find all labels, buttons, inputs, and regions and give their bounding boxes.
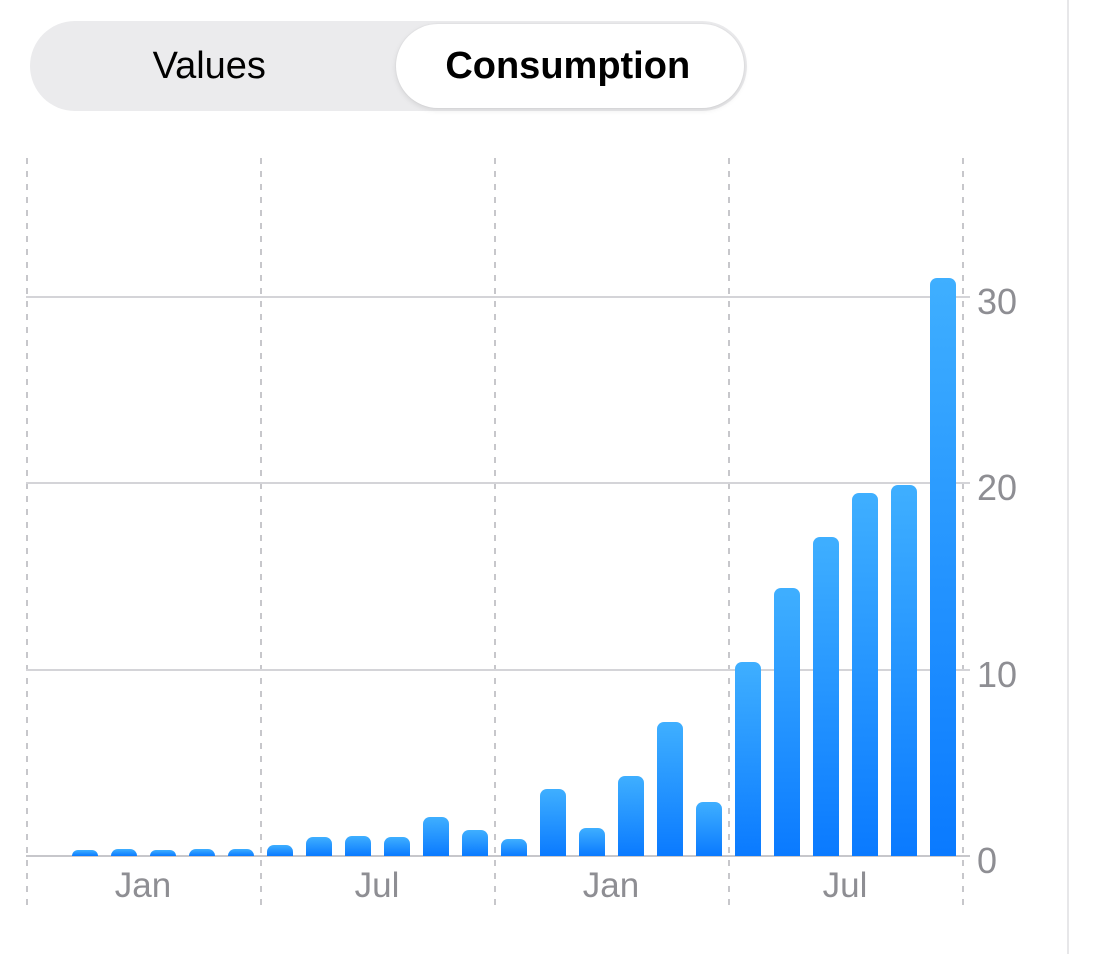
bar-mar-5 <box>228 849 254 856</box>
bar-aug-10 <box>423 817 449 856</box>
bar-jun-8 <box>345 836 371 856</box>
bar-aug-22 <box>891 485 917 856</box>
bar-jan-3 <box>150 850 176 856</box>
x-tick-label-jul-1: Jul <box>354 866 400 905</box>
y-tick-label-20: 20 <box>977 467 1018 509</box>
bar-jul-21 <box>852 493 878 856</box>
bar-sep-11 <box>462 830 488 856</box>
bar-dec-14 <box>579 828 605 856</box>
segment-values[interactable]: Values <box>30 21 389 111</box>
y-tick-label-0: 0 <box>977 840 998 881</box>
x-tick-label-jan-2: Jan <box>582 866 640 905</box>
dashed-gridline <box>494 158 496 907</box>
bar-may-19 <box>774 588 800 856</box>
segmented-control[interactable]: Values Consumption <box>30 21 747 111</box>
bar-mar-17 <box>696 802 722 856</box>
bar-jun-20 <box>813 537 839 856</box>
bar-jul-9 <box>384 837 410 856</box>
bar-nov-13 <box>540 789 566 856</box>
segmented-selected-thumb <box>396 24 744 108</box>
bar-apr-18 <box>735 662 761 856</box>
gridline-10 <box>26 668 970 671</box>
dashed-gridline <box>962 158 964 907</box>
bar-feb-16 <box>657 722 683 856</box>
bar-may-7 <box>306 837 332 856</box>
gridline-20 <box>26 482 970 485</box>
bar-feb-4 <box>189 849 215 856</box>
segment-consumption[interactable]: Consumption <box>389 21 748 111</box>
bar-oct-12 <box>501 839 527 856</box>
x-tick-label-jul-3: Jul <box>822 866 868 905</box>
axis-baseline <box>26 855 970 857</box>
panel-divider <box>1067 0 1069 954</box>
dashed-gridline <box>260 158 262 907</box>
bar-sep-23 <box>930 278 956 856</box>
x-tick-label-jan-0: Jan <box>114 866 172 905</box>
y-tick-label-10: 10 <box>977 653 1018 695</box>
gridline-30 <box>26 296 970 299</box>
dashed-gridline <box>26 158 28 907</box>
bar-apr-6 <box>267 845 293 856</box>
bar-nov-1 <box>72 850 98 856</box>
dashed-gridline <box>728 158 730 907</box>
y-tick-label-30: 30 <box>977 281 1018 323</box>
bar-dec-2 <box>111 849 137 856</box>
bar-jan-15 <box>618 776 644 856</box>
